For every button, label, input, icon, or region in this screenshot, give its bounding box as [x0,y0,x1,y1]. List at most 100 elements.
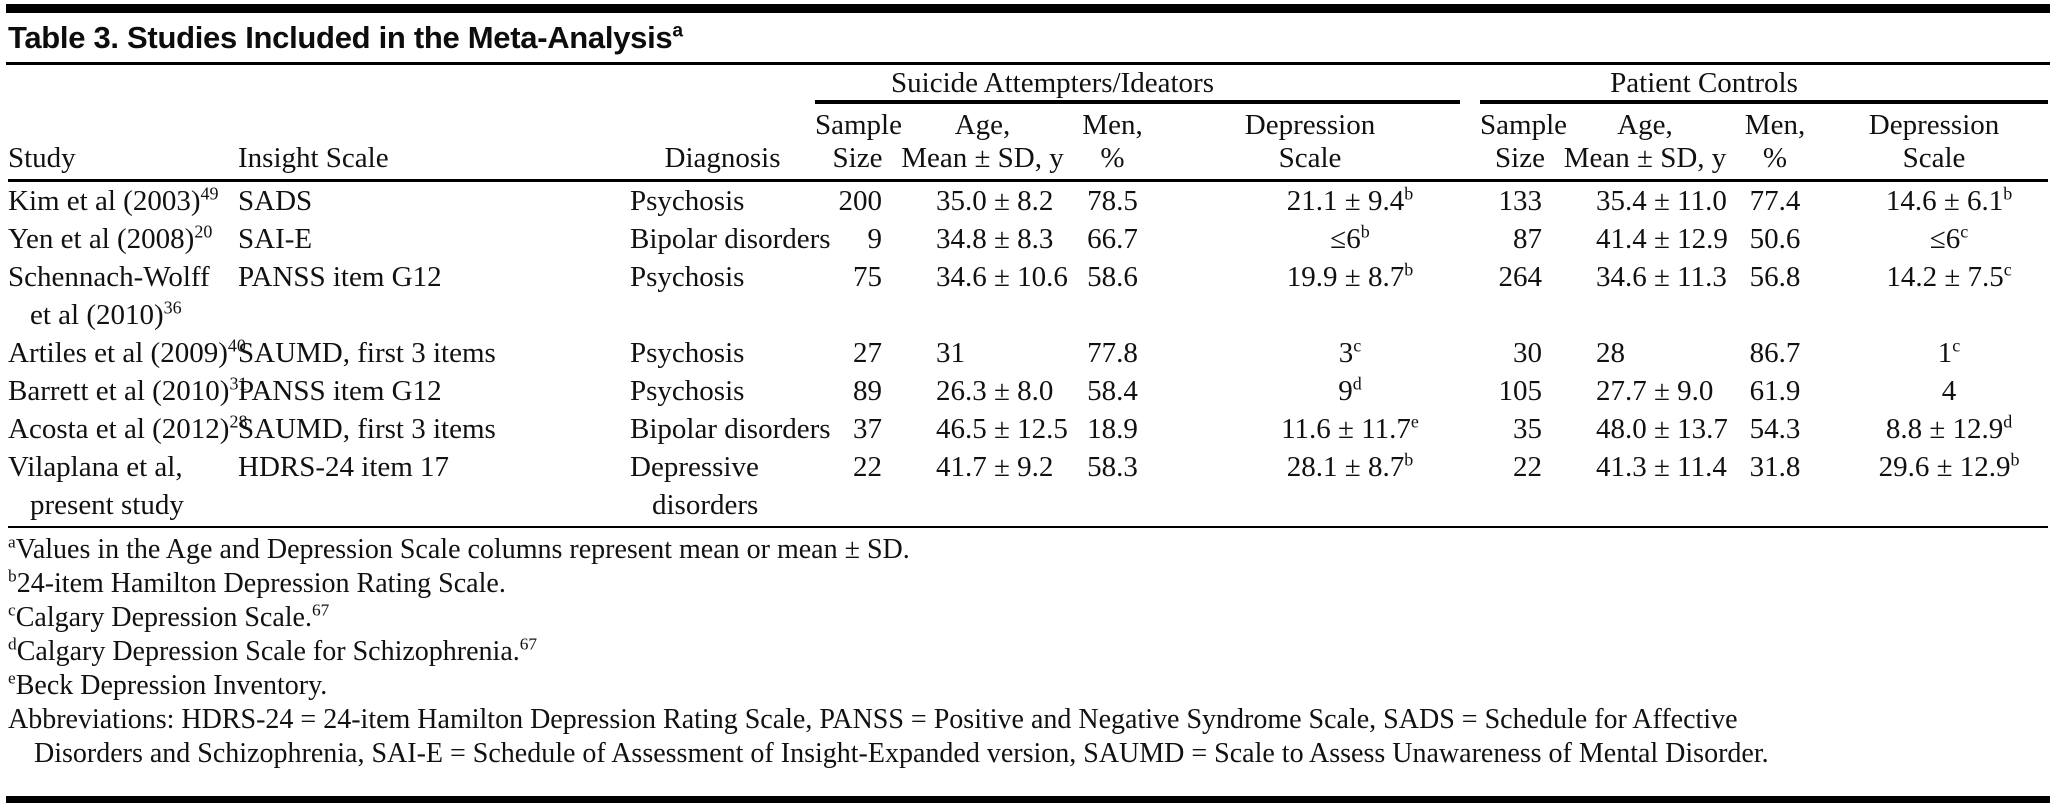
column-header-line: Age, [1617,109,1673,141]
study-cell: Vilaplana et al, present study [8,448,238,528]
sa-men-cell: 18.9 [1087,413,1138,445]
footnote: aValues in the Age and Depression Scale … [8,532,910,565]
footnote: Disorders and Schizophrenia, SAI-E = Sch… [34,738,1769,769]
group-gap [1460,258,1480,334]
cell-line: Psychosis [630,261,745,293]
column-header-line: Scale [1902,142,1966,174]
pc-dep-cell: 14.6 ± 6.1b [1885,183,2013,217]
table-row: Barrett et al (2010)31 PANSS item G12 Psyc… [8,372,2048,410]
cell-line: Acosta et al (2012)28 [8,411,248,445]
cell-line: Barrett et al (2010)31 [8,373,248,407]
pc-age-cell: 27.7 ± 9.0 [1596,375,1714,407]
pc-age-cell: 34.6 ± 11.3 [1596,261,1727,293]
diagnosis-cell: Psychosis [630,181,815,221]
column-header-line: Scale [1278,142,1342,174]
pc-men-cell: 77.4 [1749,185,1801,217]
sa-men-cell: 66.7 [1087,223,1138,255]
footnotes: aValues in the Age and Depression Scale … [8,533,2048,771]
sa-sample-cell: 27 [853,337,882,369]
pc-men-cell: 61.9 [1749,375,1801,407]
group-header-spacer [8,67,815,102]
footnote: b24-item Hamilton Depression Rating Scal… [8,566,506,599]
bottom-rule-bar [6,796,2050,803]
pc-sample-cell: 133 [1498,185,1543,217]
group-gap [1460,334,1480,372]
sa-dep-cell: 28.1 ± 8.7b [1160,448,1461,528]
column-header-line: Men, [1744,109,1806,141]
sa-sample-cell: 37 [853,413,882,445]
column-header-sa-men: Men,% [1065,102,1160,182]
study-cell: Schennach-Wolff et al (2010)36 [8,258,238,334]
column-header-diagnosis: Diagnosis [630,102,815,182]
title-underline [6,62,2050,65]
column-header-study: Study [8,102,238,182]
pc-dep-cell: 4 [1941,375,1957,407]
pc-dep-cell: 14.2 ± 7.5c [1886,259,2012,293]
cell-line: Vilaplana et al, [8,451,183,483]
group-header-row: Suicide Attempters/Ideators Patient Contr… [8,67,2049,104]
sa-men-cell: 77.8 [1087,337,1138,369]
group-header-pc: Patient Controls [1480,67,2049,104]
table-row: Artiles et al (2009)40 SAUMD, first 3 ite… [8,334,2048,372]
cell-line: Artiles et al (2009)40 [8,335,246,369]
column-header-pc-age: Age, Mean ± SD, y [1560,102,1731,182]
insight-scale-cell: HDRS-24 item 17 [238,448,630,528]
column-header-line: Size [1495,142,1545,174]
pc-sample-cell: 22 [1480,448,1561,528]
pc-dep-cell: 8.8 ± 12.9d [1885,411,2013,445]
sa-age-cell: 41.7 ± 9.2 [900,448,1065,528]
insight-scale-cell: SAUMD, first 3 items [238,413,496,445]
study-cell: Acosta et al (2012)28 [8,410,248,448]
table-row: Schennach-Wolff et al (2010)36 PANSS item … [8,258,2048,334]
table-row: Kim et al (2003)49 SADS Psychosis 200 35.0 ±… [8,181,2048,221]
group-header-label: Patient Controls [1610,67,1798,99]
column-header-row: Study Insight Scale Diagnosis Sample Size Age… [8,102,2049,182]
cell-line: Bipolar disorders [630,223,831,255]
column-header-line: Men, [1082,109,1143,141]
column-header-line: % [1100,142,1125,174]
column-header-line: Size [832,142,883,174]
meta-analysis-table: Suicide Attempters/Ideators Patient Contr… [8,67,2049,528]
cell-line: Schennach-Wolff [8,261,210,293]
diagnosis-cell: Bipolar disorders [630,220,831,258]
pc-men-cell: 50.6 [1749,223,1801,255]
footnote: Abbreviations: HDRS-24 = 24-item Hamilto… [8,704,1738,735]
sa-age-cell: 46.5 ± 12.5 [936,413,1068,445]
column-header-line: Age, [954,109,1011,141]
diagnosis-cell: Depressive disorders [630,448,815,528]
diagnosis-cell: Psychosis [630,334,815,372]
group-header-sa: Suicide Attempters/Ideators [815,67,1461,104]
sa-sample-cell: 22 [815,448,900,528]
column-header-sa-sample: Sample Size [815,102,902,182]
table-body: Kim et al (2003)49 SADS Psychosis 200 35.0 ±… [8,181,2049,528]
column-header-line: Depression [1244,109,1376,141]
diagnosis-cell: Psychosis [630,258,815,334]
sa-age-cell: 26.3 ± 8.0 [936,375,1054,407]
insight-scale-cell: SADS [238,185,313,217]
group-gap [1460,372,1480,410]
pc-age-cell: 48.0 ± 13.7 [1596,413,1728,445]
column-header-line: Sample [1480,109,1568,141]
column-header-line: Sample [815,109,902,141]
sa-men-cell: 58.3 [1065,448,1160,528]
column-header-line: Mean ± SD, y [901,142,1064,174]
pc-men-cell: 86.7 [1749,337,1801,369]
cell-line: Kim et al (2003)49 [8,183,219,217]
sa-sample-cell: 75 [853,261,882,293]
table-row: Vilaplana et al, present study HDRS-24 ite… [8,448,2049,528]
pc-dep-cell: 29.6 ± 12.9b [1820,448,2049,528]
table-header: Suicide Attempters/Ideators Patient Contr… [8,67,2049,182]
footnote: dCalgary Depression Scale for Schizophre… [8,634,538,667]
sa-dep-cell: 11.6 ± 11.7e [1281,411,1419,445]
pc-sample-cell: 105 [1498,375,1543,407]
sa-dep-cell: 19.9 ± 8.7b [1286,259,1414,293]
column-header-pc-sample: Sample Size [1480,102,1568,182]
cell-line: Bipolar disorders [630,413,831,445]
group-gap [1460,102,1481,182]
sa-dep-cell: 9d [1338,373,1362,407]
cell-line: disorders [652,489,759,521]
column-header-insight: Insight Scale [238,102,630,182]
pc-men-cell: 56.8 [1749,261,1801,293]
pc-sample-cell: 30 [1513,337,1543,369]
table-title: Table 3. Studies Included in the Meta-An… [8,20,684,55]
